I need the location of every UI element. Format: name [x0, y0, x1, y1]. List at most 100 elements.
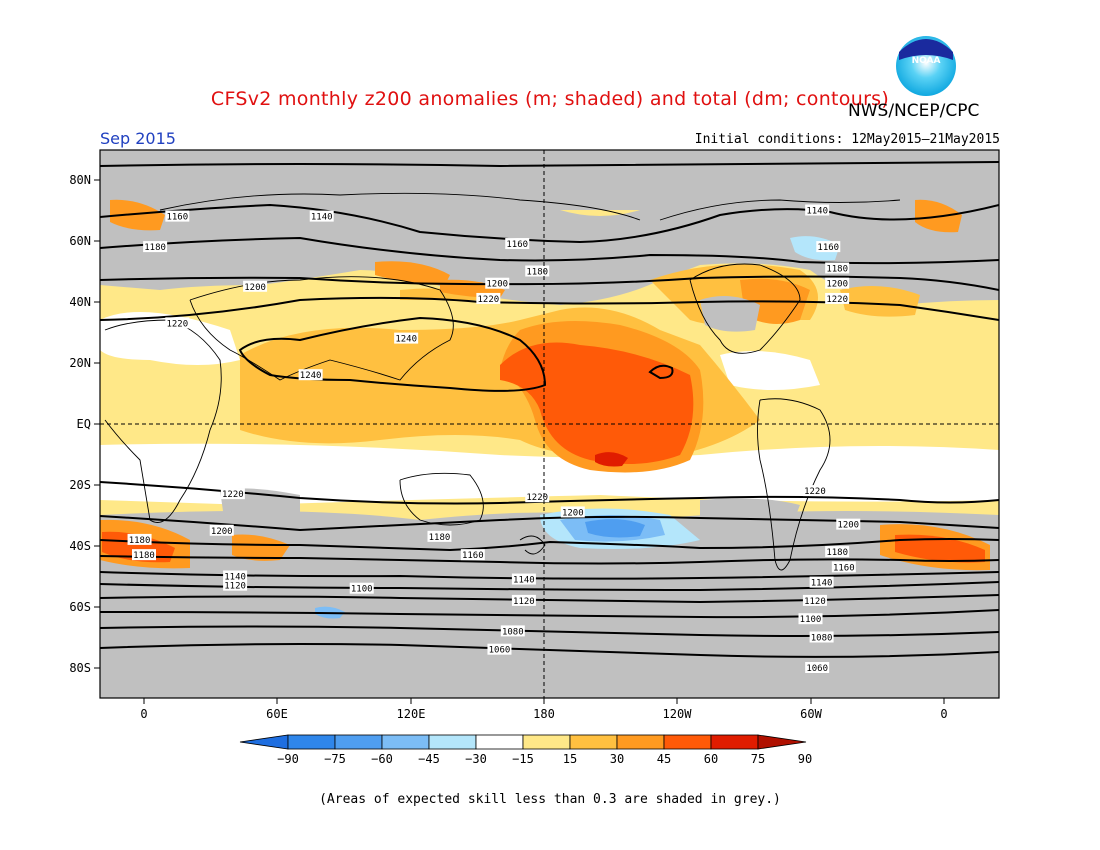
agency-label: NWS/NCEP/CPC: [848, 101, 980, 121]
contour-label-box: [349, 582, 374, 594]
lon-tick-label: 60W: [800, 707, 822, 721]
skill-footnote: (Areas of expected skill less than 0.3 a…: [319, 792, 781, 807]
contour-label-box: [298, 369, 323, 381]
noaa-logo-icon: NOAA: [896, 36, 956, 96]
colorbar-label: −75: [324, 752, 346, 766]
contour-label-box: [485, 277, 510, 289]
contour-label: 1200: [211, 527, 233, 537]
contour-label-box: [220, 488, 245, 500]
coastlines: [104, 192, 901, 571]
contour-label: 1060: [806, 664, 828, 674]
contour-label: 1180: [826, 548, 848, 558]
lat-tick-label: 40N: [69, 295, 91, 309]
contour-label: 1180: [526, 268, 548, 278]
colorbar-label: −15: [512, 752, 534, 766]
colorbar-label: −45: [418, 752, 440, 766]
colorbar-swatch: [569, 734, 618, 750]
contour-label-box: [831, 561, 856, 573]
contour-label: 1120: [513, 597, 535, 607]
contour-label-box: [836, 518, 861, 530]
colorbar-swatch: [381, 734, 430, 750]
colorbar-label: −90: [277, 752, 299, 766]
contour-label-box: [394, 332, 419, 344]
contour-label-box: [500, 625, 525, 637]
contour-label-box: [816, 241, 841, 253]
contour-label-box: [165, 210, 190, 222]
contour-label-box: [805, 204, 830, 216]
contour-label: 1080: [502, 627, 524, 637]
map-title: CFSv2 monthly z200 anomalies (m; shaded)…: [210, 88, 890, 110]
contour-label: 1140: [811, 579, 833, 589]
colorbar-arrow-low: [239, 734, 289, 750]
contour-label: 1160: [166, 213, 188, 223]
contour-label-box: [427, 530, 452, 542]
contour-label-box: [809, 631, 834, 643]
contour-label-box: [511, 573, 536, 585]
colorbar-label: 15: [563, 752, 577, 766]
colorbar-label: 60: [704, 752, 718, 766]
contour-label: 1100: [800, 615, 822, 625]
contour-label: 1100: [351, 585, 373, 595]
contour-label: 1200: [826, 280, 848, 290]
lat-tick-label: 80S: [69, 661, 91, 675]
contour-label: 1080: [811, 634, 833, 644]
contour-label: 1140: [224, 573, 246, 583]
contour-label-box: [505, 238, 530, 250]
contour-label-box: [223, 570, 248, 582]
contour-label-box: [460, 549, 485, 561]
colorbar-label: 90: [798, 752, 812, 766]
contour-label: 1140: [806, 207, 828, 217]
colorbar-swatch: [428, 734, 477, 750]
contour-label-box: [476, 292, 501, 304]
lon-tick-label: 180: [533, 707, 555, 721]
contour-label-box: [825, 546, 850, 558]
contour-label-box: [127, 533, 152, 545]
contour-label: 1200: [486, 280, 508, 290]
height-contours: [100, 161, 999, 658]
contour-label-box: [802, 594, 827, 606]
contour-label: 1180: [429, 533, 451, 543]
lon-tick-label: 120E: [397, 707, 426, 721]
contour-label-box: [825, 262, 850, 274]
lon-tick-label: 0: [140, 707, 147, 721]
contour-label: 1160: [817, 243, 839, 253]
colorbar-swatch: [663, 734, 712, 750]
contour-label-box: [798, 613, 823, 625]
contour-label: 1140: [513, 576, 535, 586]
contour-label-box: [143, 241, 168, 253]
colorbar-swatch: [710, 734, 759, 750]
contour-label: 1140: [311, 213, 333, 223]
colorbar-label: 45: [657, 752, 671, 766]
contour-label-box: [805, 662, 830, 673]
contour-label-box: [243, 280, 268, 292]
lat-tick-label: 60N: [69, 234, 91, 248]
colorbar-swatch: [475, 734, 524, 750]
contour-label-box: [223, 579, 248, 591]
contour-label-box: [802, 485, 827, 497]
contour-label: 1180: [133, 551, 155, 561]
lon-tick-label: 60E: [266, 707, 288, 721]
contour-label: 1220: [222, 490, 244, 500]
contour-label-box: [560, 506, 585, 518]
colorbar-label: −60: [371, 752, 393, 766]
lat-tick-label: 40S: [69, 539, 91, 553]
colorbar-swatch: [616, 734, 665, 750]
contour-label: 1240: [395, 335, 417, 345]
contour-label-box: [825, 292, 850, 304]
longitude-axis: 0 60E 120E 180 120W 60W 0: [140, 698, 948, 721]
latitude-axis: 80N 60N 40N 20N EQ 20S 40S 60S 80S: [69, 173, 100, 675]
contour-label: 1120: [804, 597, 826, 607]
colorbar-label: 30: [610, 752, 624, 766]
colorbar-swatch: [287, 734, 336, 750]
contour-label: 1160: [833, 563, 855, 573]
contour-label: 1180: [826, 264, 848, 274]
lat-tick-label: 20N: [69, 356, 91, 370]
contour-label: 1180: [129, 536, 151, 546]
contour-label-box: [132, 549, 156, 561]
colorbar: −90 −75 −60 −45 −30 −15 15 30 45 60 75 90: [239, 734, 812, 766]
contour-label: 1220: [478, 295, 500, 305]
contour-label: 1200: [562, 508, 584, 518]
lat-tick-label: 80N: [69, 173, 91, 187]
